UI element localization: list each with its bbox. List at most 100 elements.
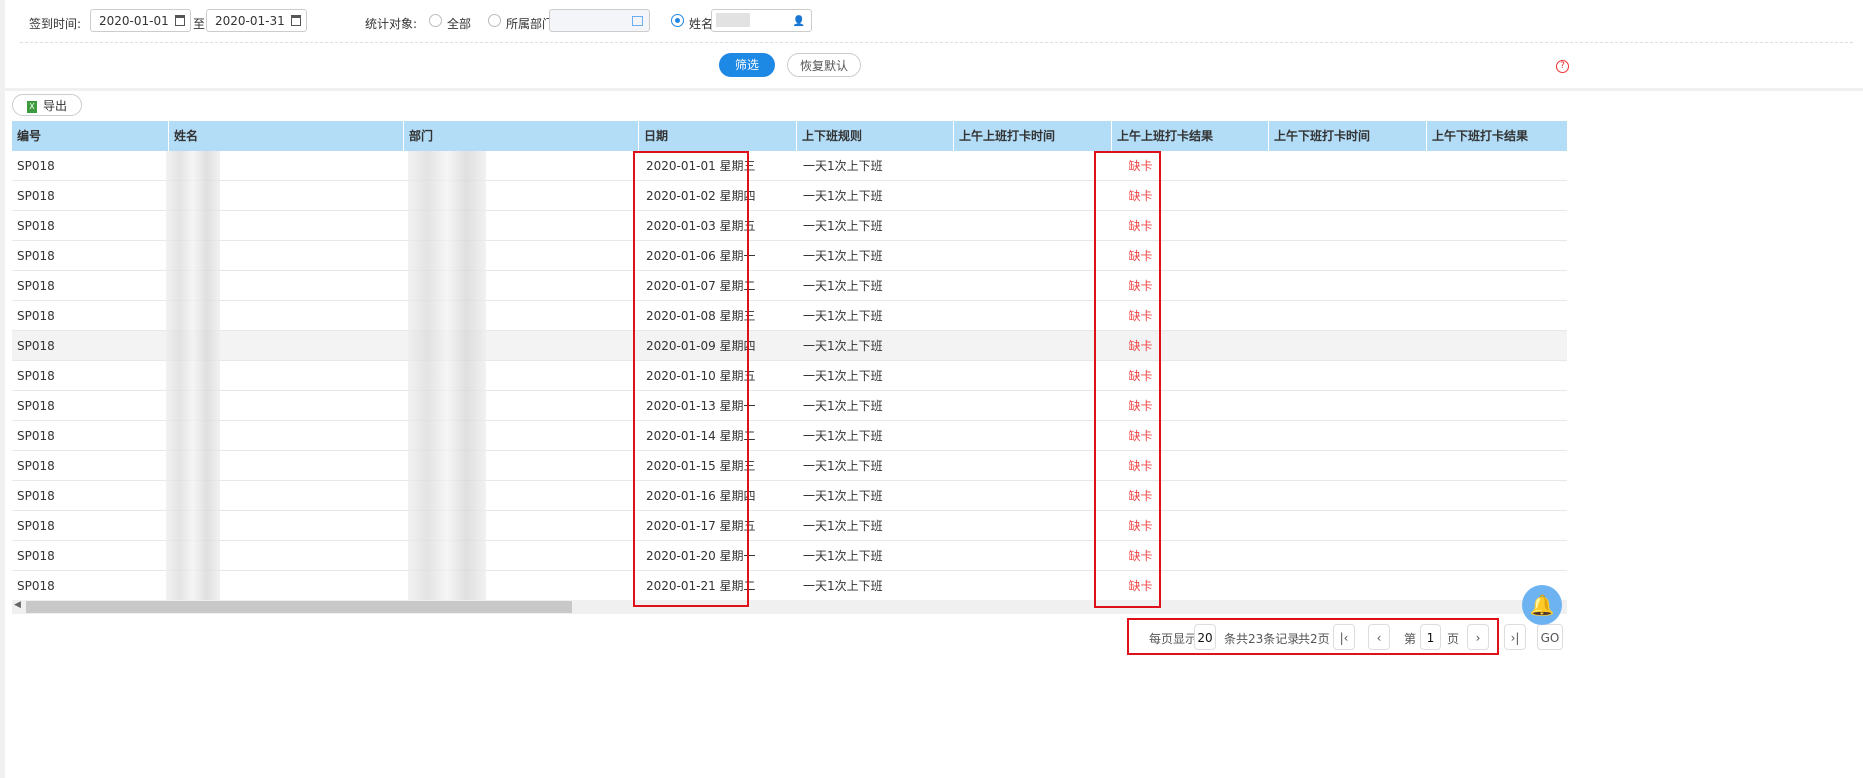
table-row[interactable]: SP018 2020-01-13 星期一 一天1次上下班 缺卡 [12,391,1567,421]
id-cell: SP018 [17,579,55,593]
org-icon [632,16,643,26]
blurred-name [166,241,220,271]
blurred-department [408,301,486,331]
notification-bell-icon[interactable]: 🔔 [1522,585,1562,625]
radio-dept-label: 所属部门 [506,17,555,31]
per-page-input[interactable]: 20 [1194,624,1216,650]
radio-name[interactable] [671,14,684,27]
blurred-name [166,511,220,541]
table-row[interactable]: SP018 2020-01-16 星期四 一天1次上下班 缺卡 [12,481,1567,511]
date-label: 签到时间: [29,17,82,31]
filter-button[interactable]: 筛选 [719,53,775,77]
date-cell: 2020-01-15 星期三 [646,459,756,473]
rule-cell: 一天1次上下班 [803,579,883,593]
rule-cell: 一天1次上下班 [803,519,883,533]
rule-cell: 一天1次上下班 [803,429,883,443]
column-header[interactable]: 姓名 [169,121,404,151]
blurred-name [166,421,220,451]
reset-button[interactable]: 恢复默认 [787,53,861,77]
page-input[interactable]: 1 [1420,624,1441,650]
id-cell: SP018 [17,219,55,233]
column-header[interactable]: 日期 [639,121,797,151]
go-button[interactable]: GO [1537,624,1563,650]
blurred-department [408,451,486,481]
date-cell: 2020-01-13 星期一 [646,399,756,413]
result-cell: 缺卡 [1128,309,1153,323]
result-cell: 缺卡 [1128,159,1153,173]
dept-select[interactable] [549,9,650,32]
blurred-name [166,211,220,241]
table-row[interactable]: SP018 2020-01-14 星期二 一天1次上下班 缺卡 [12,421,1567,451]
first-page-button[interactable]: |‹ [1333,624,1355,650]
export-button[interactable]: X 导出 [12,94,82,116]
blurred-department [408,331,486,361]
column-header[interactable]: 上午上班打卡结果 [1112,121,1269,151]
table-row[interactable]: SP018 2020-01-09 星期四 一天1次上下班 缺卡 [12,331,1567,361]
table-row[interactable]: SP018 2020-01-08 星期三 一天1次上下班 缺卡 [12,301,1567,331]
table-row[interactable]: SP018 2020-01-20 星期一 一天1次上下班 缺卡 [12,541,1567,571]
column-header[interactable]: 上下班规则 [797,121,954,151]
result-cell: 缺卡 [1128,369,1153,383]
radio-dept[interactable] [488,14,501,27]
blurred-name [166,451,220,481]
blurred-name [166,541,220,571]
table-row[interactable]: SP018 2020-01-01 星期三 一天1次上下班 缺卡 [12,151,1567,181]
result-cell: 缺卡 [1128,519,1153,533]
blurred-department [408,391,486,421]
help-icon[interactable]: ? [1556,60,1569,73]
table-row[interactable]: SP018 2020-01-02 星期四 一天1次上下班 缺卡 [12,181,1567,211]
column-header[interactable]: 编号 [12,121,169,151]
date-cell: 2020-01-01 星期三 [646,159,756,173]
blurred-department [408,271,486,301]
result-cell: 缺卡 [1128,399,1153,413]
table-row[interactable]: SP018 2020-01-15 星期三 一天1次上下班 缺卡 [12,451,1567,481]
last-page-button[interactable]: ›| [1504,624,1526,650]
blurred-name [166,271,220,301]
id-cell: SP018 [17,159,55,173]
table-header: 编号 姓名 部门 日期 上下班规则 上午上班打卡时间 上午上班打卡结果 上午下班打卡时间 上午下… [12,121,1567,151]
id-cell: SP018 [17,189,55,203]
date-cell: 2020-01-16 星期四 [646,489,756,503]
scroll-left-icon[interactable]: ◀ [14,600,21,610]
blurred-department [408,511,486,541]
table-row[interactable]: SP018 2020-01-17 星期五 一天1次上下班 缺卡 [12,511,1567,541]
name-input[interactable]: 👤 [711,9,812,32]
column-header[interactable]: 上午下班打卡时间 [1269,121,1427,151]
result-cell: 缺卡 [1128,429,1153,443]
result-cell: 缺卡 [1128,549,1153,563]
blurred-department [408,361,486,391]
end-date-input[interactable]: 2020-01-31 [206,9,307,32]
table-row[interactable]: SP018 2020-01-07 星期二 一天1次上下班 缺卡 [12,271,1567,301]
rule-cell: 一天1次上下班 [803,339,883,353]
id-cell: SP018 [17,489,55,503]
rule-cell: 一天1次上下班 [803,219,883,233]
table-row[interactable]: SP018 2020-01-10 星期五 一天1次上下班 缺卡 [12,361,1567,391]
table-row[interactable]: SP018 2020-01-03 星期五 一天1次上下班 缺卡 [12,211,1567,241]
column-header[interactable]: 上午下班打卡结果 [1427,121,1567,151]
table-row[interactable]: SP018 2020-01-21 星期二 一天1次上下班 缺卡 [12,571,1567,601]
record-count: 条共23条记录 [1224,632,1300,646]
user-icon[interactable]: 👤 [792,16,805,27]
start-date-input[interactable]: 2020-01-01 [90,9,191,32]
horizontal-scrollbar[interactable]: ◀ [12,600,1567,614]
scrollbar-thumb[interactable] [26,601,572,613]
radio-all[interactable] [429,14,442,27]
per-page-label: 每页显示 [1149,632,1198,646]
table-row[interactable]: SP018 2020-01-06 星期一 一天1次上下班 缺卡 [12,241,1567,271]
attendance-table: 编号 姓名 部门 日期 上下班规则 上午上班打卡时间 上午上班打卡结果 上午下班打卡时间 上午下… [12,121,1567,601]
page-suffix: 页 [1447,632,1460,646]
blurred-department [408,211,486,241]
column-header[interactable]: 部门 [404,121,639,151]
id-cell: SP018 [17,399,55,413]
date-cell: 2020-01-20 星期一 [646,549,756,563]
result-cell: 缺卡 [1128,459,1153,473]
next-page-button[interactable]: › [1467,624,1489,650]
date-highlight-box [633,151,749,607]
rule-cell: 一天1次上下班 [803,369,883,383]
prev-page-button[interactable]: ‹ [1368,624,1390,650]
calendar-icon[interactable] [291,15,301,26]
blurred-name [716,13,750,27]
blurred-department [408,151,486,181]
calendar-icon[interactable] [175,15,185,26]
column-header[interactable]: 上午上班打卡时间 [954,121,1112,151]
